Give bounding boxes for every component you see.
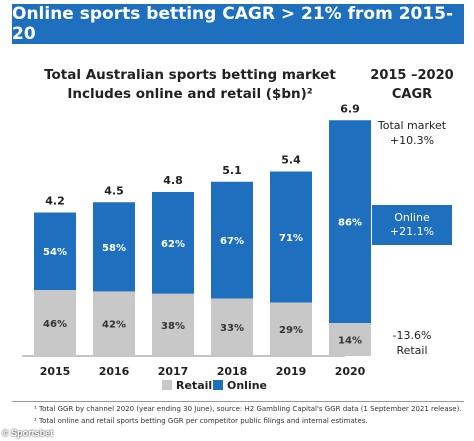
cagr-online-value: +21.1% bbox=[389, 225, 435, 238]
total-label-2017: 4.8 bbox=[163, 174, 183, 187]
label-online-2017: 62% bbox=[161, 239, 185, 250]
cagr-header: 2015 –2020 CAGR bbox=[352, 66, 472, 104]
label-online-2020: 86% bbox=[338, 218, 362, 229]
cagr-header-line2: CAGR bbox=[391, 87, 433, 102]
cagr-total-market: Total market +10.3% bbox=[352, 118, 472, 148]
x-tick-2018: 2018 bbox=[217, 365, 248, 378]
chart-title-line1: Total Australian sports betting market bbox=[44, 67, 336, 83]
cagr-retail-value: -13.6% bbox=[392, 329, 432, 342]
bar-retail-2017 bbox=[152, 293, 194, 356]
cagr-total-label: Total market bbox=[377, 119, 447, 132]
banner: Online sports betting CAGR > 21% from 20… bbox=[12, 4, 464, 44]
legend-label-retail: Retail bbox=[176, 379, 212, 392]
x-tick-2016: 2016 bbox=[99, 365, 130, 378]
label-online-2019: 71% bbox=[279, 233, 303, 244]
bar-online-2017 bbox=[152, 192, 194, 294]
chart-title: Total Australian sports betting market I… bbox=[40, 66, 340, 104]
bar-retail-2019 bbox=[270, 302, 312, 356]
footnote-divider bbox=[12, 401, 464, 402]
bar-online-2019 bbox=[270, 171, 312, 303]
bar-online-2015 bbox=[34, 212, 76, 290]
label-retail-2015: 46% bbox=[43, 319, 67, 330]
label-retail-2016: 42% bbox=[102, 320, 126, 331]
total-label-2018: 5.1 bbox=[222, 164, 242, 177]
x-tick-2015: 2015 bbox=[40, 365, 71, 378]
banner-title: Online sports betting CAGR > 21% from 20… bbox=[12, 4, 454, 44]
bar-retail-2018 bbox=[211, 298, 253, 356]
total-label-2015: 4.2 bbox=[45, 195, 65, 208]
bar-retail-2015 bbox=[34, 289, 76, 356]
x-tick-2017: 2017 bbox=[158, 365, 189, 378]
bar-retail-2016 bbox=[93, 291, 135, 356]
legend-label-online: Online bbox=[227, 379, 267, 392]
legend-swatch-online bbox=[213, 380, 223, 390]
cagr-retail-label: Retail bbox=[396, 344, 428, 357]
footnote-2: ² Total online and retail sports betting… bbox=[34, 417, 368, 425]
legend-swatch-retail bbox=[162, 380, 172, 390]
cagr-header-line1: 2015 –2020 bbox=[370, 68, 454, 83]
chart-title-line2: Includes online and retail ($bn)² bbox=[67, 86, 313, 102]
image-credit: © Sportsbet bbox=[2, 428, 54, 438]
label-retail-2017: 38% bbox=[161, 321, 185, 332]
total-label-2016: 4.5 bbox=[104, 184, 124, 197]
total-label-2019: 5.4 bbox=[281, 154, 301, 167]
label-retail-2019: 29% bbox=[279, 325, 303, 336]
bar-online-2018 bbox=[211, 181, 253, 299]
label-online-2015: 54% bbox=[43, 247, 67, 258]
bar-online-2016 bbox=[93, 202, 135, 292]
x-tick-2020: 2020 bbox=[335, 365, 366, 378]
bar-online-2020 bbox=[329, 120, 371, 323]
cagr-total-value: +10.3% bbox=[389, 134, 435, 147]
footnote-1: ¹ Total GGR by channel 2020 (year ending… bbox=[34, 405, 462, 413]
cagr-online-box: Online +21.1% bbox=[372, 205, 452, 245]
stacked-bar-chart: 46% 54% 4.2 2015 42% 58% 4.5 2016 38% 62% 4.8 2017 3… bbox=[22, 102, 371, 392]
label-retail-2018: 33% bbox=[220, 323, 244, 334]
cagr-online-label: Online bbox=[394, 211, 430, 224]
label-retail-2020: 14% bbox=[338, 335, 362, 346]
cagr-retail: -13.6% Retail bbox=[352, 328, 472, 358]
x-tick-2019: 2019 bbox=[276, 365, 307, 378]
total-label-2020: 6.9 bbox=[340, 102, 360, 115]
label-online-2016: 58% bbox=[102, 243, 126, 254]
bar-retail-2020 bbox=[329, 322, 371, 356]
label-online-2018: 67% bbox=[220, 236, 244, 247]
